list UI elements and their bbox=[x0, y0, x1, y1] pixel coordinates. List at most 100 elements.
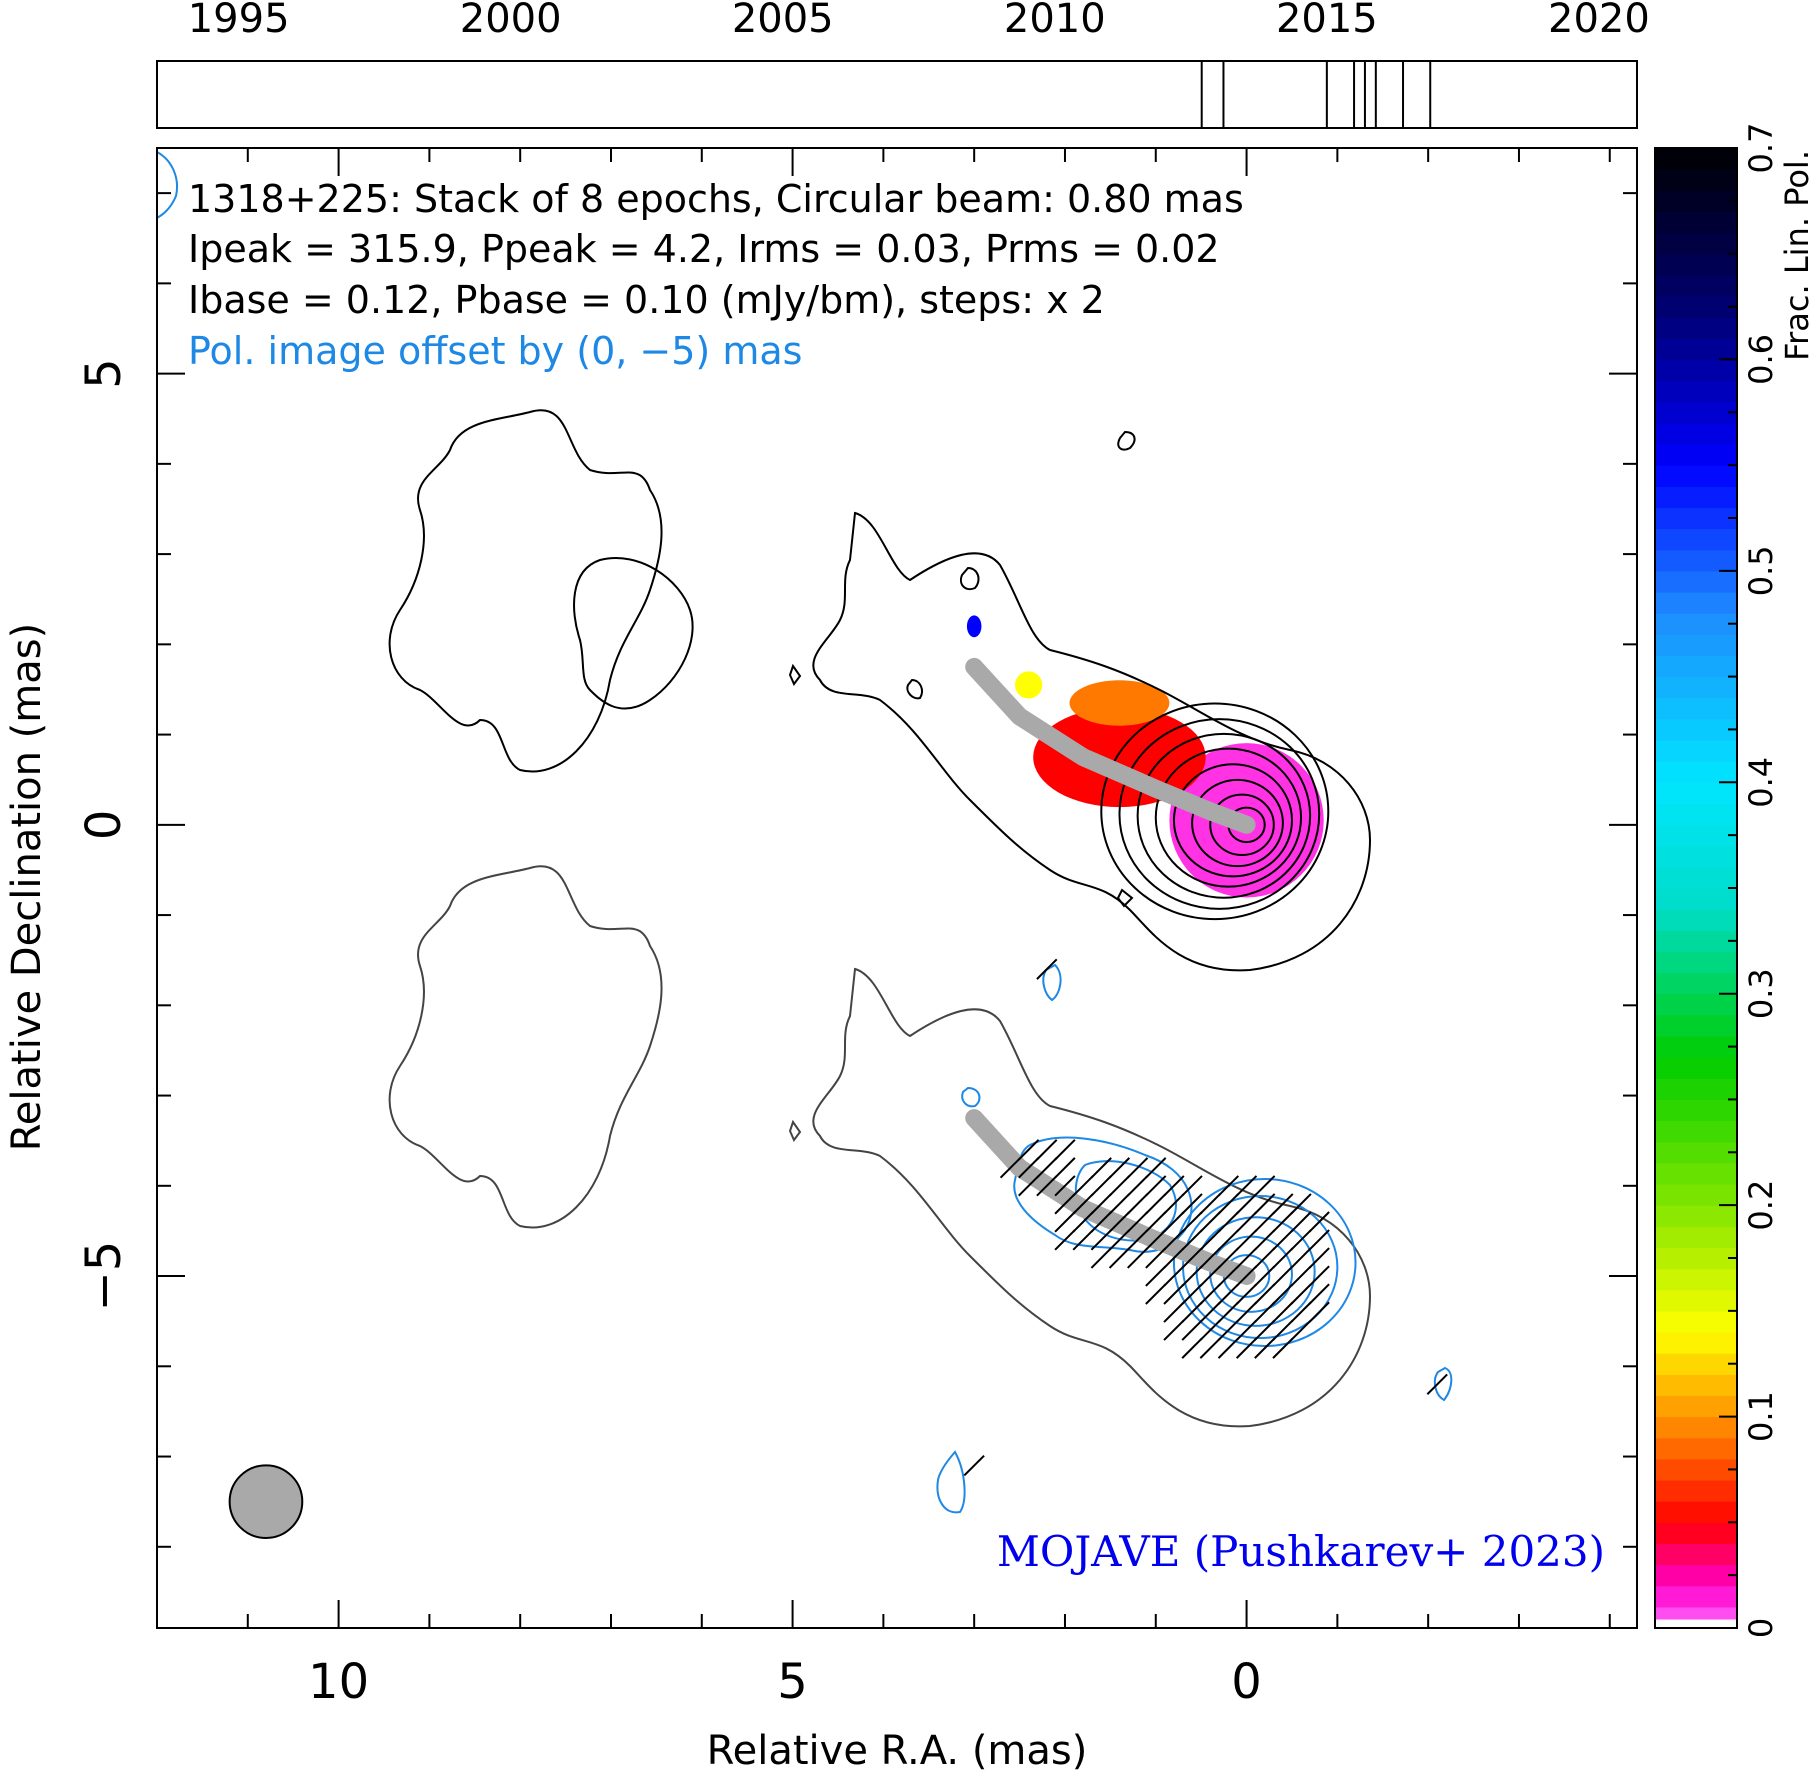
colorbar-swatch bbox=[1655, 1036, 1737, 1058]
evpa-tick bbox=[963, 1454, 985, 1477]
evpa-tick bbox=[1272, 1283, 1294, 1305]
colorbar-swatch bbox=[1655, 1057, 1737, 1079]
stokes-i-outer-contour bbox=[388, 409, 663, 773]
evpa-tick bbox=[1426, 1373, 1448, 1395]
evpa-tick bbox=[1163, 1265, 1185, 1287]
evpa-tick bbox=[1090, 1247, 1112, 1269]
pol-i-jet-outer-contour bbox=[812, 967, 1372, 1428]
stokes-i-jet-outer-contour bbox=[812, 511, 1372, 972]
colorbar-swatch bbox=[1655, 1078, 1737, 1101]
evpa-tick bbox=[1272, 1265, 1294, 1287]
colorbar-tick-label: 0.7 bbox=[1742, 123, 1780, 174]
evpa-tick bbox=[1254, 1337, 1276, 1359]
evpa-tick bbox=[1235, 1247, 1258, 1269]
colorbar-gradient bbox=[1655, 148, 1737, 1629]
colorbar-swatch bbox=[1655, 338, 1737, 361]
colorbar-swatch bbox=[1655, 211, 1737, 234]
evpa-tick bbox=[1217, 1193, 1240, 1215]
y-axis-label: Relative Declination (mas) bbox=[4, 623, 50, 1151]
credit-label: MOJAVE (Pushkarev+ 2023) bbox=[997, 1527, 1605, 1576]
stokes-i-inner-contour bbox=[573, 557, 694, 710]
evpa-tick bbox=[1127, 1157, 1149, 1179]
evpa-tick bbox=[1272, 1319, 1294, 1341]
timeline-epochs bbox=[1200, 61, 1432, 128]
pol-i-small-blob bbox=[788, 1119, 802, 1142]
colorbar-swatch bbox=[1655, 1564, 1737, 1587]
stokes-i-contour bbox=[1118, 718, 1321, 910]
evpa-tick bbox=[1272, 1247, 1294, 1269]
colorbar-swatch bbox=[1655, 274, 1737, 297]
evpa-tick bbox=[1199, 1301, 1221, 1323]
evpa-tick bbox=[1235, 1193, 1258, 1215]
p-corner-blob bbox=[157, 151, 178, 219]
evpa-tick bbox=[1163, 1175, 1185, 1197]
evpa-tick bbox=[1163, 1283, 1185, 1305]
colorbar-swatch bbox=[1655, 613, 1737, 635]
timeline-tick-label: 2010 bbox=[1004, 0, 1106, 42]
p-small-blob bbox=[1042, 963, 1062, 1002]
evpa-tick bbox=[1163, 1229, 1185, 1251]
colorbar-swatch bbox=[1655, 1543, 1737, 1566]
evpa-tick bbox=[1199, 1229, 1221, 1251]
colorbar-swatch bbox=[1655, 803, 1737, 826]
colorbar-swatch bbox=[1655, 1268, 1737, 1291]
evpa-tick bbox=[1108, 1193, 1131, 1215]
evpa-tick bbox=[1145, 1265, 1167, 1287]
colorbar-ticks bbox=[1719, 147, 1737, 1629]
evpa-tick bbox=[1235, 1319, 1258, 1341]
evpa-tick bbox=[1145, 1211, 1167, 1233]
evpa-tick bbox=[1054, 1139, 1076, 1161]
x-tick-label: 0 bbox=[1231, 1654, 1262, 1710]
colorbar-swatch bbox=[1655, 190, 1737, 213]
evpa-tick bbox=[1072, 1211, 1094, 1233]
x-tick-label: 5 bbox=[777, 1654, 808, 1710]
timeline-ticks: 1995 2000 2005 2010 2015 2020 bbox=[188, 0, 1650, 42]
map-ticks bbox=[156, 148, 1637, 1628]
colorbar-swatch bbox=[1655, 549, 1737, 572]
stokes-i-contour bbox=[1191, 778, 1284, 868]
epoch-timeline: 1995 2000 2005 2010 2015 2020 bbox=[156, 0, 1650, 129]
colorbar-swatch bbox=[1655, 761, 1737, 783]
evpa-tick bbox=[1181, 1229, 1203, 1251]
stokes-i-contour bbox=[1136, 732, 1312, 899]
evpa-tick bbox=[1254, 1283, 1276, 1305]
evpa-tick bbox=[1018, 1175, 1040, 1197]
evpa-tick bbox=[1163, 1247, 1185, 1269]
colorbar-swatch bbox=[1655, 909, 1737, 931]
evpa-tick bbox=[1181, 1211, 1203, 1233]
colorbar-swatch bbox=[1655, 1501, 1737, 1523]
timeline-tick-label: 2020 bbox=[1548, 0, 1650, 42]
colorbar-swatch bbox=[1655, 253, 1737, 276]
evpa-tick bbox=[1090, 1157, 1112, 1179]
evpa-tick bbox=[1235, 1337, 1258, 1359]
colorbar-tick-labels: 0 0.1 0.2 0.3 0.4 0.5 0.6 0.7 bbox=[1742, 123, 1780, 1639]
stokes-i-contour bbox=[1172, 763, 1293, 878]
colorbar-swatch bbox=[1655, 718, 1737, 741]
evpa-tick bbox=[1199, 1265, 1221, 1287]
evpa-tick bbox=[1254, 1211, 1276, 1233]
colorbar-swatch bbox=[1655, 740, 1737, 762]
evpa-tick bbox=[1127, 1229, 1149, 1251]
evpa-tick bbox=[1108, 1157, 1131, 1179]
pol-image-stokes-i-contour bbox=[388, 865, 1372, 1428]
y-tick-label: 0 bbox=[76, 810, 132, 841]
colorbar-tick-label: 0.3 bbox=[1742, 968, 1780, 1019]
colorbar-swatch bbox=[1655, 148, 1737, 170]
colorbar-tick-label: 0.2 bbox=[1742, 1180, 1780, 1231]
colorbar-tick-label: 0.6 bbox=[1742, 334, 1780, 385]
evpa-tick bbox=[1217, 1319, 1240, 1341]
colorbar-swatch bbox=[1655, 1120, 1737, 1143]
stokes-i-small-blob bbox=[788, 663, 802, 686]
evpa-tick bbox=[1308, 1211, 1330, 1233]
colorbar-swatch bbox=[1655, 634, 1737, 657]
evpa-tick bbox=[1127, 1211, 1149, 1233]
colorbar-swatch bbox=[1655, 570, 1737, 593]
evpa-tick bbox=[1108, 1175, 1131, 1197]
evpa-tick bbox=[999, 1157, 1022, 1179]
evpa-tick bbox=[1054, 1175, 1076, 1197]
colorbar-swatch bbox=[1655, 676, 1737, 699]
colorbar-swatch bbox=[1655, 655, 1737, 678]
evpa-ticks bbox=[963, 958, 1448, 1477]
pol-jet-ridge-line bbox=[965, 1109, 1256, 1285]
